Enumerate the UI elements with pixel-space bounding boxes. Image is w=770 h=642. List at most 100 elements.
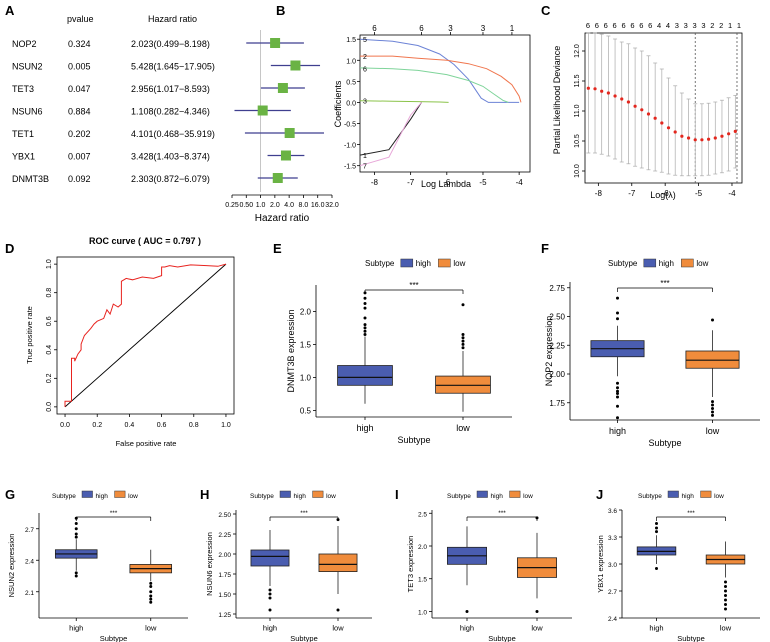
outlier-point [363,329,367,333]
forest-gene-label: TET1 [12,129,34,139]
lasso-path-label: 3 [363,98,367,105]
forest-gene-label: YBX1 [12,152,35,162]
outlier-point [74,522,78,525]
outlier-point [616,311,619,315]
box-low [318,553,358,573]
lasso-y-tick-label: -1.5 [344,164,356,171]
forest-hr-box [280,150,291,161]
forest-x-tick-label: 2.0 [270,202,280,209]
boxplot-y-tick-label: 2.4 [608,616,617,623]
boxplot-y-tick-label: 1.75 [549,399,565,408]
cv-plot-frame [584,32,743,184]
lasso-path-label: 5 [363,37,367,44]
legend-title: Subtype [250,493,274,500]
forest-pvalue: 0.092 [68,174,91,184]
outlier-point [724,594,727,597]
boxplot-y-tick-label: 3.0 [608,562,617,569]
boxplot-y-tick-label: 2.50 [218,512,231,519]
boxplot-y-tick-label: 2.7 [608,589,617,596]
legend-label-high: high [416,259,431,268]
lasso-path-3 [359,100,449,103]
outlier-point [363,316,367,320]
legend-swatch-high [400,258,414,268]
outlier-point [711,413,714,417]
boxplot-y-label: NOP2 expression [544,316,554,387]
outlier-point [74,571,78,575]
boxplot-x-label: Subtype [677,634,705,642]
lasso-x-tick-label: -6 [443,178,451,187]
roc-x-tick-label: 0.0 [60,422,70,429]
cv-top-label: 1 [737,21,741,30]
boxplot-y-label: TET3 expression [406,536,415,593]
legend-label-low: low [128,493,138,500]
cv-top-label: 2 [719,21,723,30]
outlier-point [616,381,619,385]
signif-label: *** [110,510,118,517]
panel-letters: A B C D E F G H I J [5,3,603,502]
cv-top-label: 6 [639,21,643,30]
cv-top-label: 3 [693,21,697,30]
roc-plot-frame [56,256,235,415]
cv-top-label: 6 [630,21,634,30]
panel-letter-d: D [5,241,14,256]
outlier-point [724,580,727,584]
boxplot-y-tick-label: 3.3 [608,535,617,542]
outlier-point [711,318,714,322]
outlier-point [724,589,727,593]
signif-label: *** [660,279,669,288]
cv-top-label: 3 [701,21,705,30]
outlier-point [616,395,619,399]
legend-swatch-high [476,490,488,498]
roc-x-tick-label: 1.0 [221,422,231,429]
cv-x-tick-label: -4 [728,189,736,198]
roc-plot: 0.0 0.2 0.4 0.6 0.8 1.0 0.0 0.2 0.4 0.6 0.8 1.0 ROC … [25,236,235,448]
outlier-point [711,410,714,414]
boxplot-y-tick-label: 2.25 [549,341,565,350]
cv-y-tick-label: 12.0 [574,44,581,58]
lasso-path-label: 6 [363,67,367,74]
roc-y-tick-label: 0.6 [46,316,53,326]
outlier-point [149,585,153,588]
forest-x-tick-label: 16.0 [311,202,325,209]
outlier-point [616,317,619,321]
forest-hr-text: 5.428(1.645−17.905) [131,62,215,72]
cv-top-label: 4 [666,21,670,30]
cv-point [620,97,624,101]
outlier-point [724,598,727,602]
cv-top-label: 2 [710,21,714,30]
forest-hr-text: 3.428(1.403−8.374) [131,152,210,162]
roc-x-tick-label: 0.8 [189,422,199,429]
forest-x-tick-label: 4.0 [284,202,294,209]
outlier-point [363,326,367,330]
boxplot-category-label: high [609,426,626,436]
lasso-coef-plot: -8 -7 -6 -5 -4 -1.5 -1.0 -0.5 0.0 0.5 1.0 1.5 6 6 3 3 1 5… [333,24,531,189]
lasso-top-tick-label: 6 [372,24,377,33]
outlier-point [724,585,727,588]
legend-title: Subtype [447,493,471,500]
outlier-point [268,596,272,600]
forest-x-label: Hazard ratio [255,213,310,224]
outlier-point [724,607,727,611]
roc-x-label: False positive rate [116,439,177,448]
cv-point [600,89,604,93]
lasso-x-tick-label: -5 [479,178,487,187]
outlier-point [465,609,469,613]
roc-x-tick-label: 0.4 [125,422,135,429]
lasso-path-1 [359,102,422,156]
cv-top-label: 6 [595,21,599,30]
outlier-point [711,400,714,404]
boxplot-category-label: low [145,624,157,633]
cv-point [626,100,631,104]
boxplot-category-label: high [263,624,277,633]
lasso-y-tick-label: -0.5 [344,122,356,129]
signif-label: *** [300,510,308,517]
forest-pvalue: 0.005 [68,62,91,72]
cv-y-tick-label: 11.5 [574,74,581,87]
cv-point [606,91,610,95]
cv-point [700,138,704,142]
outlier-point [655,526,658,530]
boxplot-e: Subtype high low 0.5 1.0 1.5 2.0 high low *** Subt… [286,258,512,445]
outlier-point [461,336,465,340]
cv-point [713,136,717,140]
forest-hr-text: 2.956(1.017−8.593) [131,84,210,94]
